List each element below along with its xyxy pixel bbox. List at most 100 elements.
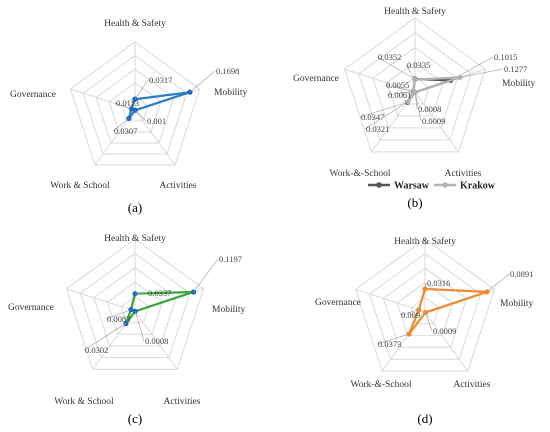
axis-label: Activities: [164, 397, 201, 407]
grid-ring: [396, 282, 454, 337]
label-leader: [405, 64, 416, 80]
label-leader: [114, 102, 132, 110]
axis-label: Health & Safety: [104, 233, 166, 244]
grid-ring: [368, 252, 482, 360]
label-leader: [414, 92, 422, 122]
axis-label: Activities: [454, 380, 491, 390]
label-leader: [386, 91, 413, 96]
axis-spoke: [134, 310, 178, 370]
axis-label: Work-&-School: [330, 169, 391, 179]
label-leader: [399, 309, 419, 316]
label-leader: [134, 79, 149, 100]
data-label: 0.0302: [85, 345, 108, 355]
grid-ring: [358, 32, 472, 141]
panel-label: (c): [128, 411, 142, 426]
grid-ring: [400, 76, 430, 105]
axis-spoke: [344, 68, 416, 93]
data-label: 0.0009: [433, 326, 456, 336]
series-line: [124, 290, 195, 325]
grid-ring: [372, 46, 458, 129]
grid-ring: [95, 68, 175, 144]
panel-label: (b): [407, 195, 422, 210]
panel-label: (a): [128, 200, 142, 215]
legend-label: Warsaw: [394, 181, 430, 192]
label-leader: [359, 102, 408, 118]
grid-ring: [107, 281, 163, 335]
data-label: 0.0891: [510, 269, 533, 279]
axis-spoke: [66, 288, 136, 312]
grid-ring: [121, 95, 149, 122]
axis-label: Governance: [293, 74, 339, 84]
axis-label: Governance: [10, 90, 56, 100]
grid-ring: [344, 17, 486, 153]
grid-ring: [65, 238, 205, 370]
label-leader: [376, 333, 410, 345]
label-leader: [193, 258, 219, 293]
data-label: 0.1197: [219, 254, 242, 264]
axis-spoke: [424, 311, 469, 372]
data-label: 0.0352: [378, 52, 401, 62]
legend-marker: [376, 182, 382, 188]
axis-label: Work-&-School: [351, 380, 412, 390]
label-leader: [486, 273, 510, 293]
data-label: 0.0008: [145, 336, 168, 346]
data-label: 0.0008: [418, 104, 441, 114]
label-leader: [189, 70, 216, 93]
axis-label: Health & Safety: [394, 236, 456, 247]
grid-ring: [108, 82, 162, 133]
data-label: 0.0335: [407, 60, 430, 70]
axis-label: Work & School: [50, 181, 110, 191]
label-leader: [376, 56, 416, 80]
data-label: 0.0083: [107, 314, 130, 324]
axis-label: Governance: [8, 303, 54, 313]
grid-ring: [120, 295, 150, 324]
axis-label: Mobility: [502, 79, 536, 89]
label-leader: [134, 292, 148, 294]
radar-panel-d: Health & Safety Mobility Activities Work-&-…: [315, 236, 534, 426]
axis-label: Mobility: [212, 305, 246, 315]
data-label: 0.1698: [216, 66, 239, 76]
data-label: 0.0009: [422, 116, 445, 126]
data-label: 0.0307: [114, 126, 137, 136]
data-label: 0.009: [401, 310, 420, 320]
label-leader: [134, 311, 145, 342]
axis-label: Mobility: [500, 299, 534, 309]
legend-label: Krakow: [460, 181, 496, 192]
data-label: 0.0113: [116, 98, 139, 108]
label-leader: [134, 110, 147, 122]
grid-ring: [354, 238, 496, 372]
axis-label: Health & Safety: [384, 6, 446, 17]
legend-marker: [442, 182, 448, 188]
data-point: [132, 308, 138, 314]
data-label: 0.0317: [149, 75, 172, 85]
radar-panel-c: Health & Safety Mobility Activities Work & …: [8, 233, 246, 426]
data-label: 0.0055: [386, 80, 409, 90]
label-leader: [364, 101, 409, 130]
axis-label: Activities: [445, 169, 482, 179]
series-line: [407, 287, 488, 336]
axis-label: Health & Safety: [104, 18, 166, 29]
label-leader: [105, 309, 132, 320]
grid-ring: [382, 267, 468, 348]
panel-label: (d): [417, 411, 432, 426]
label-leader: [425, 312, 433, 332]
data-label: 0.0321: [366, 124, 389, 134]
label-leader: [459, 68, 504, 78]
axis-spoke: [134, 109, 176, 166]
label-leader: [384, 84, 414, 92]
axis-label: Mobility: [214, 88, 248, 98]
data-label: 0.001: [147, 116, 166, 126]
axis-label: Work & School: [54, 397, 114, 407]
data-label: 0.0337: [148, 288, 171, 298]
data-label: 0.0373: [378, 339, 401, 349]
label-leader: [112, 118, 130, 132]
radar-panel-b: Health & Safety Mobility Activities Work-&-…: [293, 6, 536, 210]
axis-spoke: [414, 91, 459, 153]
axis-spoke: [355, 288, 426, 313]
axis-label: Governance: [315, 298, 361, 308]
axis-label: Activities: [160, 181, 197, 191]
data-point: [190, 289, 197, 295]
radar-panel-a: Health & Safety Mobility Activities Work & …: [10, 18, 248, 215]
grid-ring: [79, 252, 191, 359]
